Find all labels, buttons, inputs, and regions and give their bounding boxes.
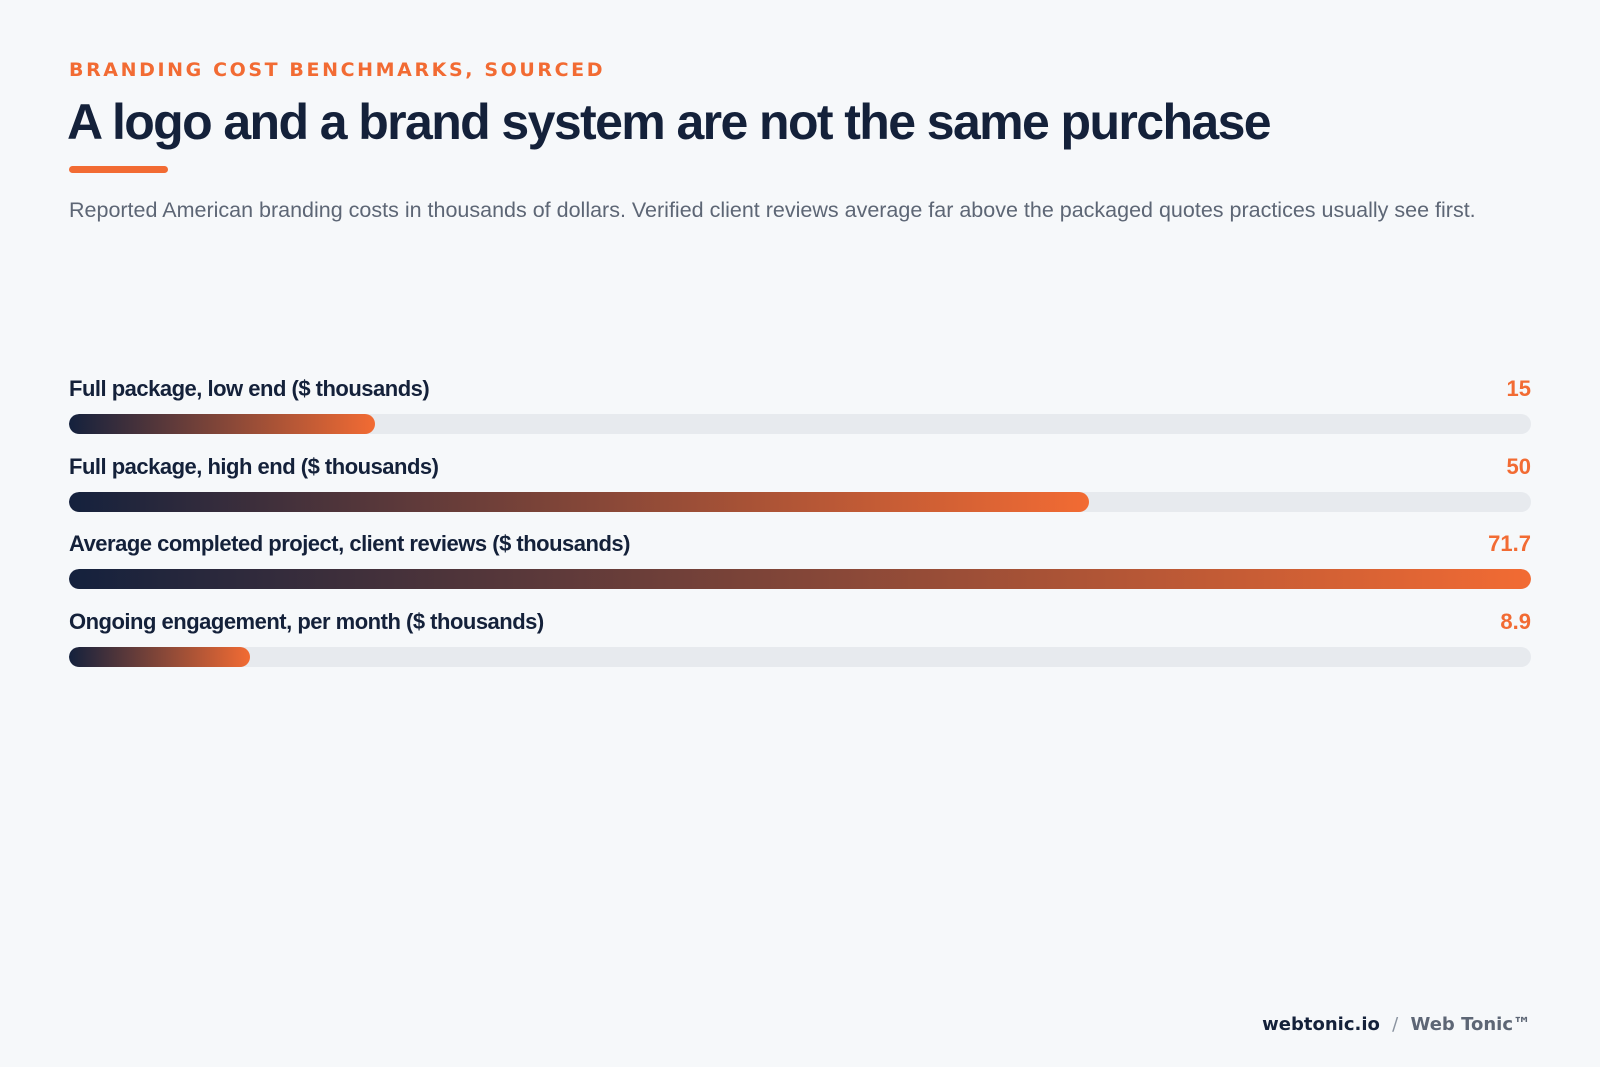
bar-value-label: 50 — [1506, 453, 1531, 479]
bar-value-label: 15 — [1506, 376, 1531, 401]
bar-label: Average completed project, client review… — [69, 531, 630, 556]
bar-row: Average completed project, client review… — [69, 530, 1531, 608]
page-title: A logo and a brand system are not the sa… — [67, 94, 1272, 150]
footer-credit: webtonic.io / Web Tonic™ — [1262, 1013, 1531, 1037]
bar-row: Full package, high end ($ thousands) 50 — [69, 453, 1531, 531]
bar-fill — [69, 569, 1531, 589]
bar-value-label: 8.9 — [1500, 608, 1531, 634]
bar-chart: Full package, low end ($ thousands) 15 Ful… — [69, 375, 1531, 685]
bar-track — [69, 414, 1531, 434]
title-accent-rule — [69, 166, 168, 173]
brand-name: Web Tonic™ — [1410, 1014, 1531, 1035]
bar-fill — [69, 646, 251, 667]
bar-track — [69, 646, 1531, 667]
bar-track — [69, 491, 1531, 512]
bar-row: Ongoing engagement, per month ($ thousan… — [69, 608, 1531, 686]
site-link[interactable]: webtonic.io — [1262, 1014, 1380, 1035]
page-subtitle: Reported American branding costs in thou… — [69, 198, 1476, 222]
bar-row: Full package, low end ($ thousands) 15 — [69, 375, 1531, 453]
credit-separator: / — [1392, 1014, 1399, 1035]
bar-label: Ongoing engagement, per month ($ thousan… — [69, 608, 544, 634]
bar-track — [69, 569, 1531, 589]
bar-fill — [69, 491, 1089, 512]
bar-fill — [69, 414, 375, 434]
bar-label: Full package, low end ($ thousands) — [69, 376, 430, 401]
bar-label: Full package, high end ($ thousands) — [69, 453, 439, 479]
bar-value-label: 71.7 — [1488, 531, 1531, 556]
eyebrow-label: BRANDING COST BENCHMARKS, SOURCED — [69, 59, 606, 81]
